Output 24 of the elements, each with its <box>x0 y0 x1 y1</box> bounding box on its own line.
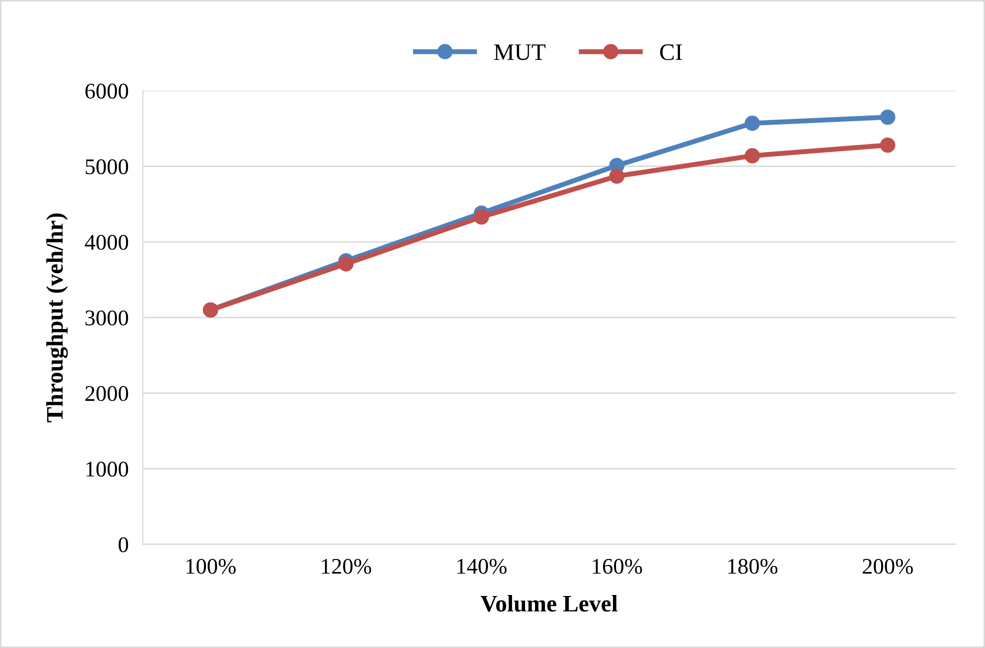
x-tick-label: 180% <box>728 558 778 574</box>
x-tick-label: 160% <box>592 558 642 574</box>
y-tick-label: 3000 <box>86 310 128 326</box>
y-tick-label: 1000 <box>86 462 128 477</box>
x-tick-label: 140% <box>457 558 507 574</box>
y-tick-label: 6000 <box>85 84 128 99</box>
x-axis-title: Volume Level <box>480 595 618 612</box>
point <box>880 138 896 153</box>
y-tick-label: 0 <box>118 537 128 552</box>
point <box>609 168 624 184</box>
y-tick-label: 2000 <box>85 386 128 402</box>
y-axis-title: Throughput (veh/hr) <box>46 213 68 422</box>
legend-label: CI <box>660 44 682 60</box>
point <box>474 209 490 225</box>
x-tick-label: 100% <box>186 558 236 574</box>
point <box>744 116 760 131</box>
x-tick-label: 120% <box>322 558 372 574</box>
point <box>338 256 354 272</box>
legend-label: MUT <box>494 44 546 60</box>
y-tick-label: 4000 <box>84 234 128 250</box>
point <box>880 110 896 125</box>
y-tick-label: 5000 <box>86 159 128 174</box>
x-tick-label: 200% <box>862 558 913 574</box>
point <box>744 148 760 164</box>
